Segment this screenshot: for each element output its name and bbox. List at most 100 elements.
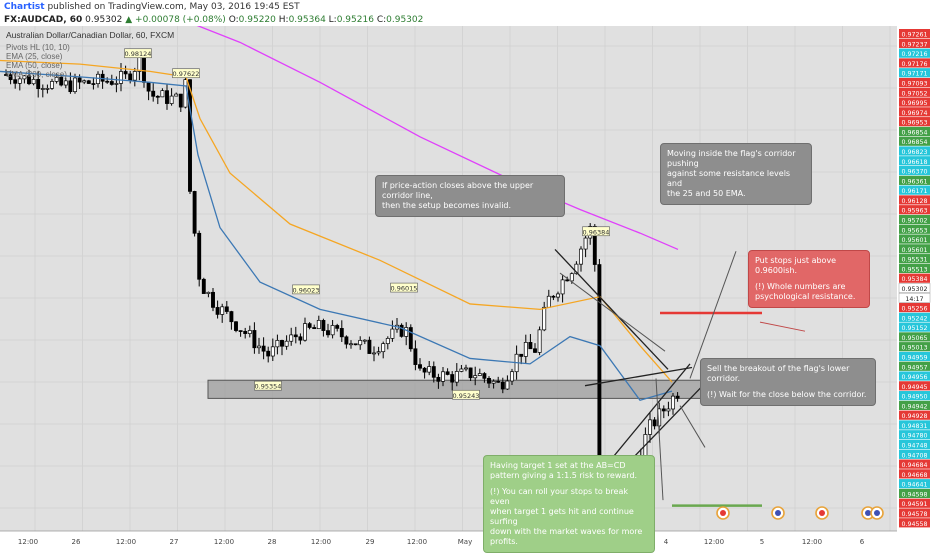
price-tag [899,126,930,137]
low-value: 0.95216 [336,15,374,25]
candle-up [220,306,225,315]
candle-down [353,343,358,346]
note-line: pattern giving a 1:1.5 risk to reward. [490,471,638,480]
symbol[interactable]: FX:AUDCAD, 60 [4,15,83,25]
candle-up [132,71,137,81]
price-tag-text: 0.97176 [901,61,927,68]
time-tick-label: 6 [860,538,865,546]
candle-down [151,90,156,97]
candle-down [8,74,13,81]
price-tag-text: 0.95513 [901,266,927,273]
candle-up [257,345,261,349]
candle-up [372,352,376,355]
event-markers [716,506,884,520]
price-tag-text: 0.96128 [901,198,927,205]
pivot-label-box [390,282,418,293]
price-tag [899,430,930,440]
note-invalid[interactable]: If price-action closes above the upper c… [375,175,565,217]
candle-up [537,329,542,353]
price-tag-text: 0.94708 [901,452,927,459]
price-tag-text: 0.95384 [901,276,927,283]
candle-down [123,71,128,75]
candle-down [445,371,450,375]
price-tag-text: 0.94831 [901,423,927,430]
candle-down [468,367,473,379]
time-tick-label: 12:00 [116,538,136,546]
candle-up [73,77,77,93]
price-tag [899,469,930,479]
price-tag [899,165,930,176]
price-tag-text: 0.94959 [901,354,927,361]
price-tag [899,459,930,469]
candle-down [165,90,169,104]
candle-up [648,419,652,435]
candle-up [569,273,574,282]
price-tag [899,97,930,107]
pivot-label-box [124,48,152,59]
price-tag [898,292,931,303]
candle-down [261,345,266,352]
candle-up [17,78,22,84]
price-tag-text: 0.96361 [901,178,927,185]
time-tick-label: 4 [664,538,669,546]
price-tag [899,156,930,166]
price-tag [899,351,930,362]
candle-down [675,395,680,399]
price-tag-text: 0.95531 [901,257,927,264]
candle-up [427,366,432,373]
price-tag-text: 0.96823 [901,149,927,156]
price-tag-text: 0.96370 [901,169,927,176]
time-tick-label: 12:00 [704,538,724,546]
candle-down [105,80,110,83]
candle-up [459,368,464,372]
flag-icon [819,510,825,516]
candle-down [321,320,326,331]
close-label: C: [376,15,387,25]
candle-up [206,291,211,294]
candle-down [201,278,206,294]
price-tag-text: 0.94598 [901,491,927,498]
author-link[interactable]: Chartist [4,2,45,12]
time-tick-label: 26 [72,538,81,546]
candle-down [100,73,105,82]
price-tag [899,410,930,420]
note-target[interactable]: Having target 1 set at the AB=CD pattern… [483,455,655,553]
time-axis: 12:00 26 12:00 27 12:00 28 12:00 29 12:00 May 12:0… [0,530,897,550]
price-tag [899,391,930,401]
chart-area[interactable]: 0.98124 0.97622 0.96023 0.96015 0.96384 0.953… [0,26,932,550]
price-tag-text: 0.94950 [901,394,927,401]
price-tag [899,234,930,244]
high-label: H: [278,15,289,25]
price-tag [899,381,930,391]
candle-up [45,88,50,90]
pivot-label: 0.95243 [452,389,480,400]
price-tag-text: 0.96618 [901,159,927,166]
price-tag-text: 0.94945 [901,384,927,391]
candle-up [671,395,675,410]
candle-up [491,380,496,384]
candle-down [312,327,317,330]
candle-down [367,339,372,354]
note-corridor[interactable]: Moving inside the flag's corridor pushin… [660,143,812,205]
flag-icon [874,510,880,516]
indicator-legend-item: Pivots HL (10, 10) [6,43,70,52]
candle-down [27,75,31,85]
published-text: published on TradingView.com, May 03, 20… [44,2,300,12]
pivot-label: 0.96015 [390,282,418,293]
candle-down [4,74,8,76]
note-stops[interactable]: Put stops just above 0.9600ish. (!) Whol… [748,250,870,308]
pivot-label-text: 0.97622 [173,70,200,78]
candle-up [54,76,59,82]
candle-down [252,330,257,349]
price-tag-text: 0.97052 [901,90,927,97]
candle-up [270,346,275,357]
candle-up [362,339,367,342]
candle-up [454,371,459,383]
candle-down [192,191,197,234]
note-sell[interactable]: Sell the breakout of the flag's lower co… [700,358,876,406]
note-line: when target 1 gets hit and continue surf… [490,507,634,526]
note-line: (!) Wait for the close below the corrido… [707,390,867,399]
candle-down [592,225,597,265]
symbol-line: FX:AUDCAD, 60 0.95302 ▲ +0.00078 (+0.08%… [4,15,423,25]
candle-down [36,79,41,90]
